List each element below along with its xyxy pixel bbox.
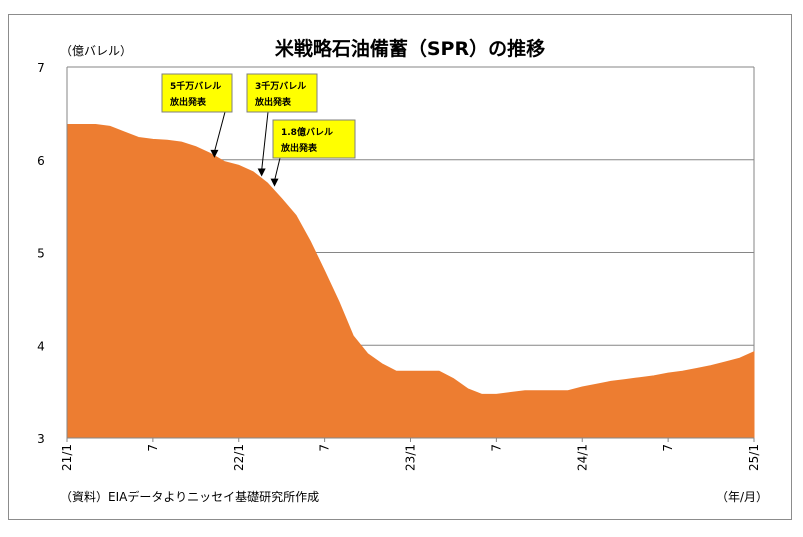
annotation-line2-0: 放出発表	[169, 96, 207, 108]
y-axis-label: （億バレル）	[60, 44, 132, 58]
annotation-arrow-line-1	[261, 111, 269, 171]
y-tick-label-3: 3	[37, 432, 45, 446]
y-tick-label-7: 7	[37, 61, 45, 75]
x-axis-label: （年/月）	[716, 490, 768, 504]
annotation-box-0	[161, 73, 233, 113]
y-tick-label-5: 5	[37, 247, 45, 261]
annotation-box-1	[246, 73, 318, 113]
x-tick-label-4: 23/1	[404, 444, 418, 471]
spr-area-series	[66, 124, 755, 439]
x-tick-label-2: 22/1	[232, 444, 246, 471]
x-tick-label-8: 25/1	[747, 444, 761, 471]
axes: 3 4 5 6 7 21/1 7 22/1 7 23/1 7 24/1 7 25/1	[37, 61, 761, 471]
annotation-arrowhead-1	[257, 168, 266, 177]
annotation-arrowhead-0	[210, 149, 219, 158]
annotation-line1-1: 3千万バレル	[255, 80, 306, 92]
x-tick-label-6: 24/1	[575, 444, 589, 471]
source-note: （資料）EIAデータよりニッセイ基礎研究所作成	[60, 489, 319, 504]
annotation-arrowhead-2	[270, 178, 279, 187]
annotation-line2-2: 放出発表	[280, 142, 318, 154]
x-tick-label-5: 7	[489, 444, 503, 452]
annotation-arrow-line-2	[274, 157, 281, 181]
y-tick-label-4: 4	[37, 339, 45, 353]
annotation-line1-2: 1.8億バレル	[281, 126, 333, 138]
annotation-line2-1: 放出発表	[254, 96, 292, 108]
x-tick-label-3: 7	[318, 444, 332, 452]
x-tick-label-1: 7	[146, 444, 160, 452]
annotation-arrow-line-0	[213, 111, 226, 153]
x-tick-label-7: 7	[661, 444, 675, 452]
chart-title: 米戦略石油備蓄（SPR）の推移	[275, 37, 545, 60]
annotation-line1-0: 5千万バレル	[170, 80, 221, 92]
y-tick-label-6: 6	[37, 154, 45, 168]
annotation-box-2	[272, 119, 356, 159]
x-tick-label-0: 21/1	[60, 444, 74, 471]
